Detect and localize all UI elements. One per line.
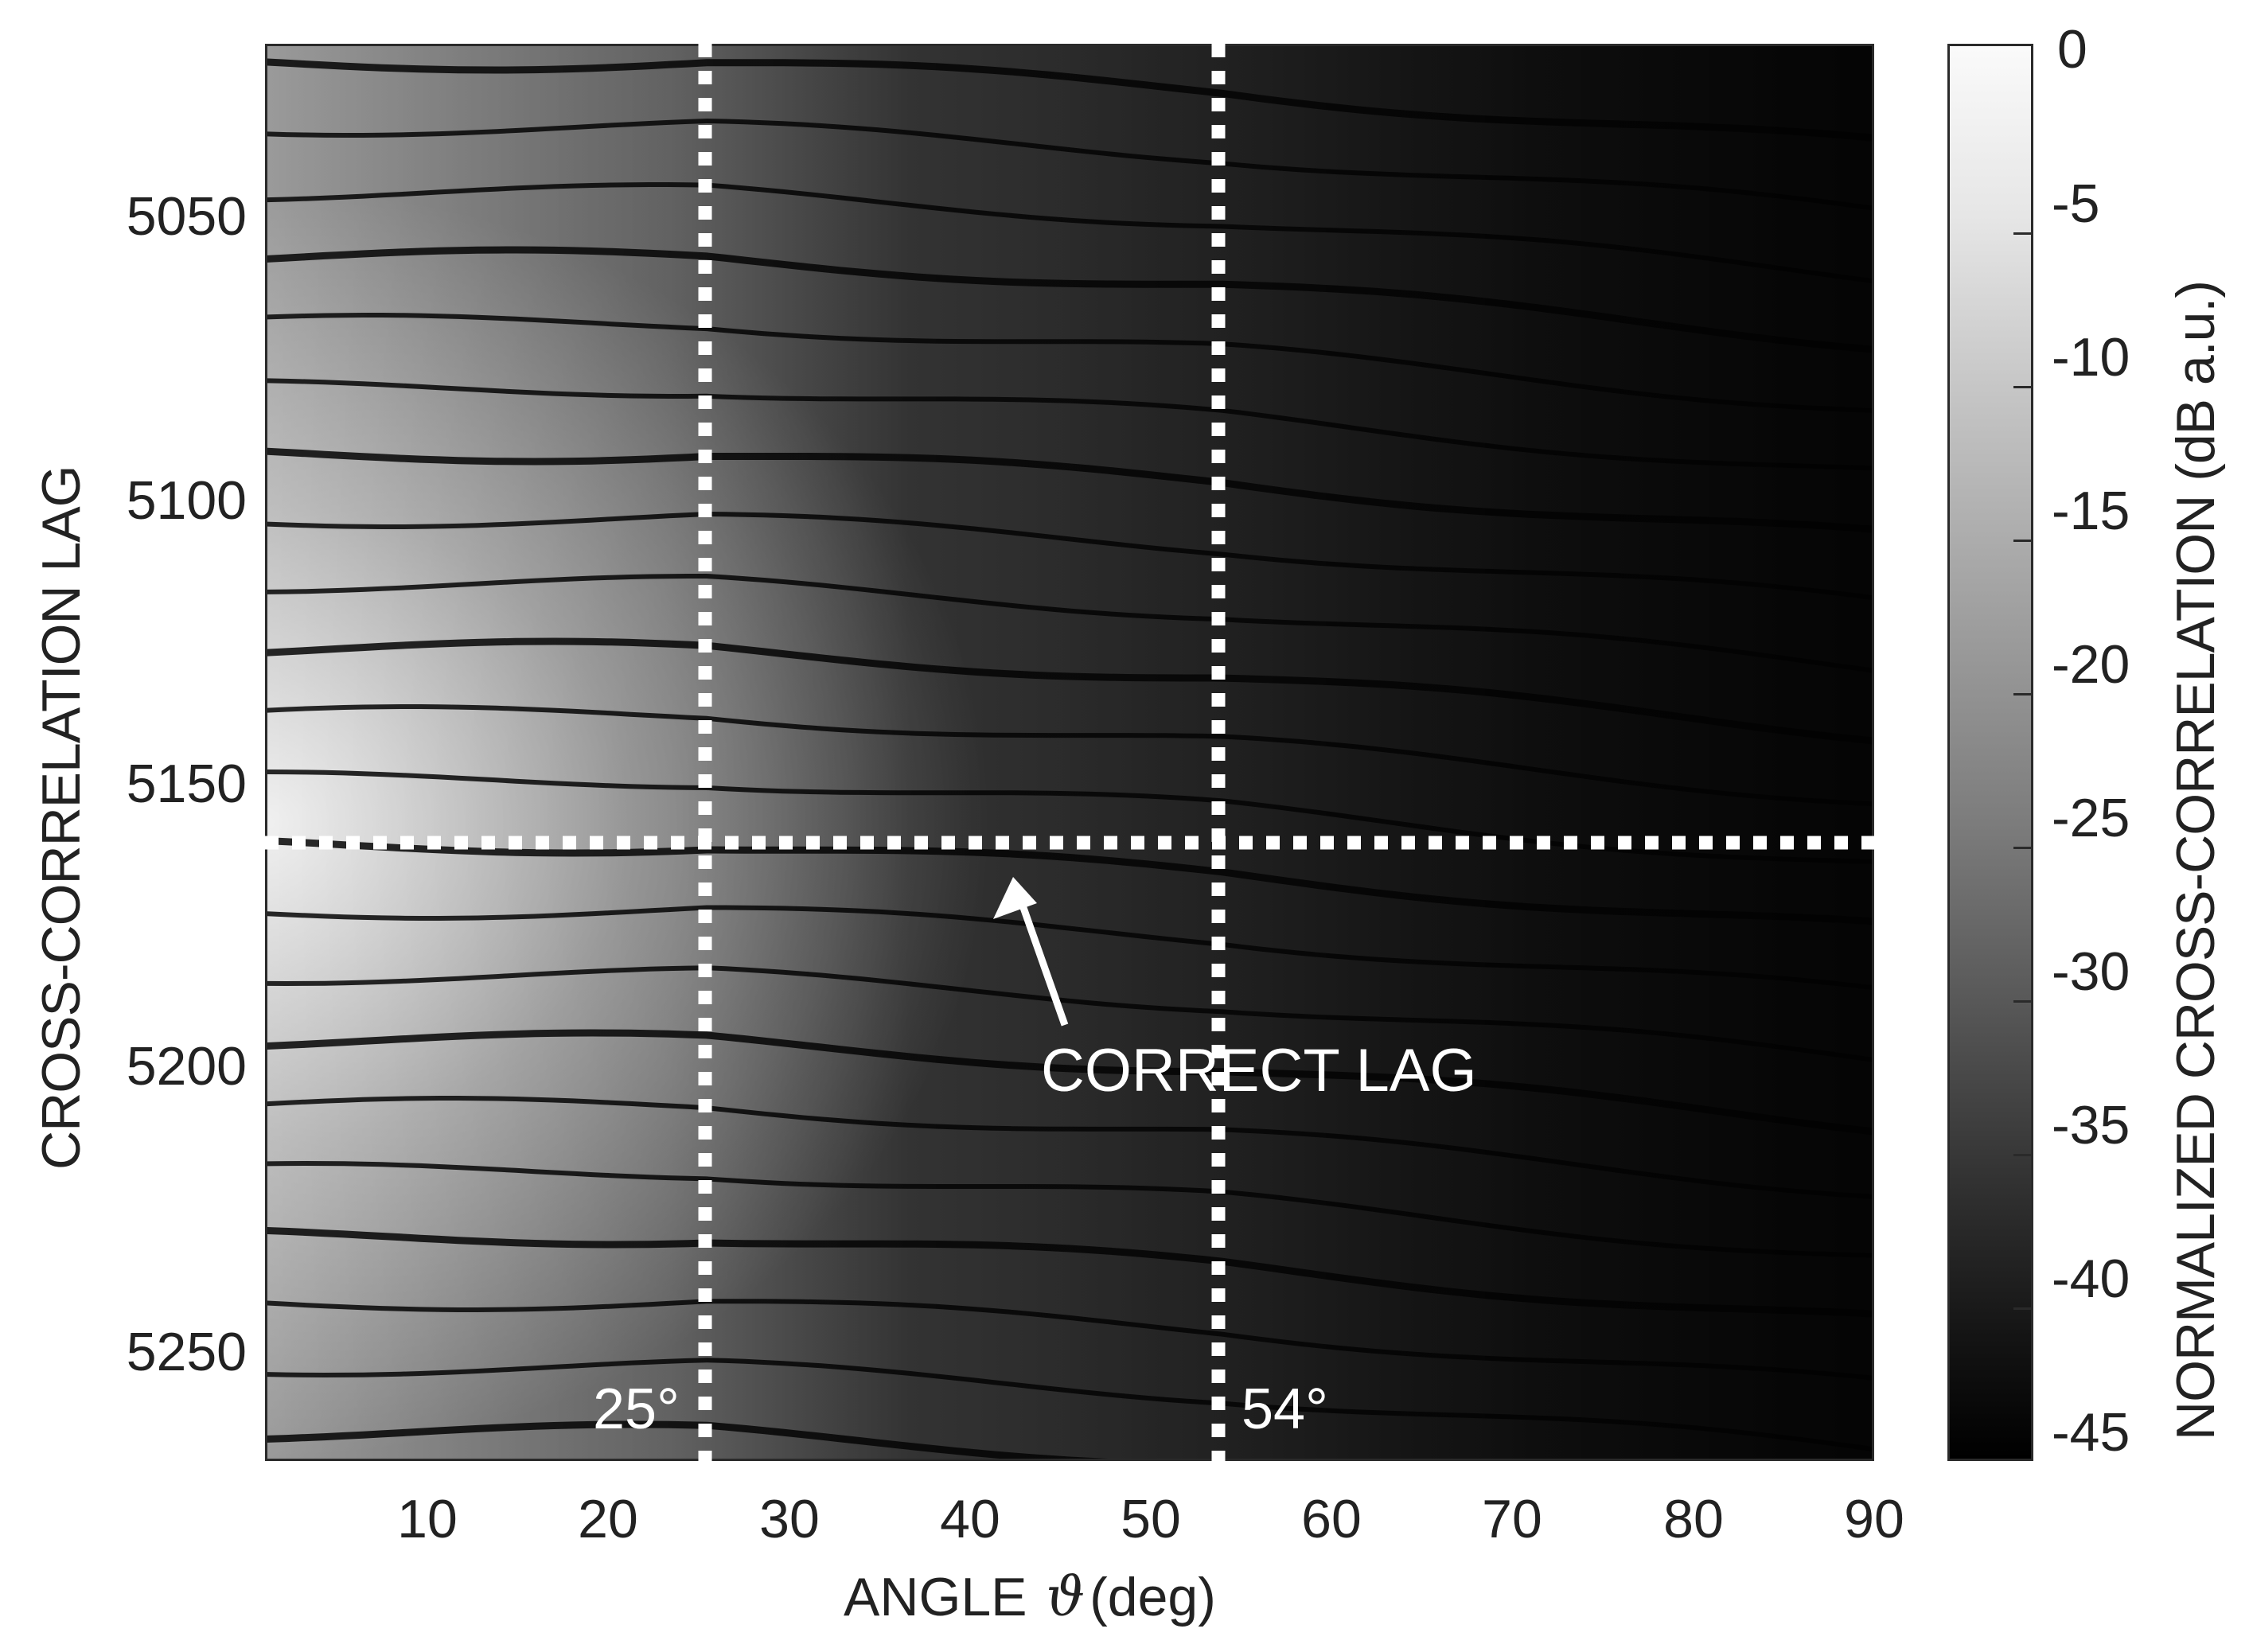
colorbar-tick-label: -30: [2052, 941, 2130, 1002]
x-tick-label: 20: [578, 1489, 638, 1549]
theta-symbol: ϑ: [1046, 1566, 1086, 1629]
colorbar-tick: [2013, 847, 2031, 849]
colorbar-tick-label: -40: [2052, 1249, 2130, 1309]
colorbar-tick: [2013, 1307, 2031, 1310]
x-tick-label: 60: [1301, 1489, 1362, 1549]
x-tick-label: 30: [759, 1489, 820, 1549]
colorbar-tick-label: -35: [2052, 1095, 2130, 1155]
colorbar-tick: [2013, 693, 2031, 695]
colorbar-tick-label: -45: [2052, 1402, 2130, 1463]
x-tick-label: 80: [1663, 1489, 1724, 1549]
colorbar-tick: [2013, 232, 2031, 235]
correct-lag-annotation: CORRECT LAG: [1041, 1037, 1477, 1105]
marker-overlay: [265, 44, 1874, 1461]
y-axis-label: CROSS-CORRELATION LAG: [31, 466, 92, 1170]
y-tick-label: 5150: [126, 754, 247, 814]
x-tick-label: 10: [397, 1489, 458, 1549]
heatmap-image: [267, 46, 1872, 1459]
x-axis-label: ANGLE ϑ(deg): [844, 1566, 1216, 1629]
marker-25-label: 25°: [593, 1377, 680, 1441]
x-axis-label-prefix: ANGLE: [844, 1567, 1027, 1627]
colorbar-tick: [2013, 1000, 2031, 1003]
colorbar-tick: [2013, 540, 2031, 542]
colorbar-tick: [2013, 386, 2031, 388]
colorbar-tick-label: -20: [2052, 634, 2130, 695]
y-tick-label: 5050: [126, 186, 247, 247]
colorbar-tick-label: -5: [2052, 173, 2100, 234]
x-tick-label: 50: [1121, 1489, 1181, 1549]
x-tick-label: 90: [1844, 1489, 1904, 1549]
x-axis-label-suffix: (deg): [1089, 1567, 1216, 1627]
colorbar: [1947, 44, 2033, 1461]
colorbar-tick-label: -15: [2052, 481, 2130, 541]
colorbar-tick-label: 0: [2057, 19, 2087, 80]
y-tick-label: 5200: [126, 1036, 247, 1097]
colorbar-tick: [2013, 1154, 2031, 1156]
arrow-icon: [993, 877, 1069, 1027]
marker-54-label: 54°: [1241, 1377, 1328, 1441]
colorbar-tick-label: -25: [2052, 788, 2130, 848]
y-tick-label: 5250: [126, 1322, 247, 1382]
heatmap-plot-area: [265, 44, 1874, 1461]
colorbar-tick-label: -10: [2052, 327, 2130, 388]
colorbar-label: NORMALIZED CROSS-CORRELATION (dB a.u.): [2165, 281, 2226, 1440]
y-tick-label: 5100: [126, 470, 247, 531]
x-tick-label: 70: [1482, 1489, 1542, 1549]
x-tick-label: 40: [940, 1489, 1000, 1549]
